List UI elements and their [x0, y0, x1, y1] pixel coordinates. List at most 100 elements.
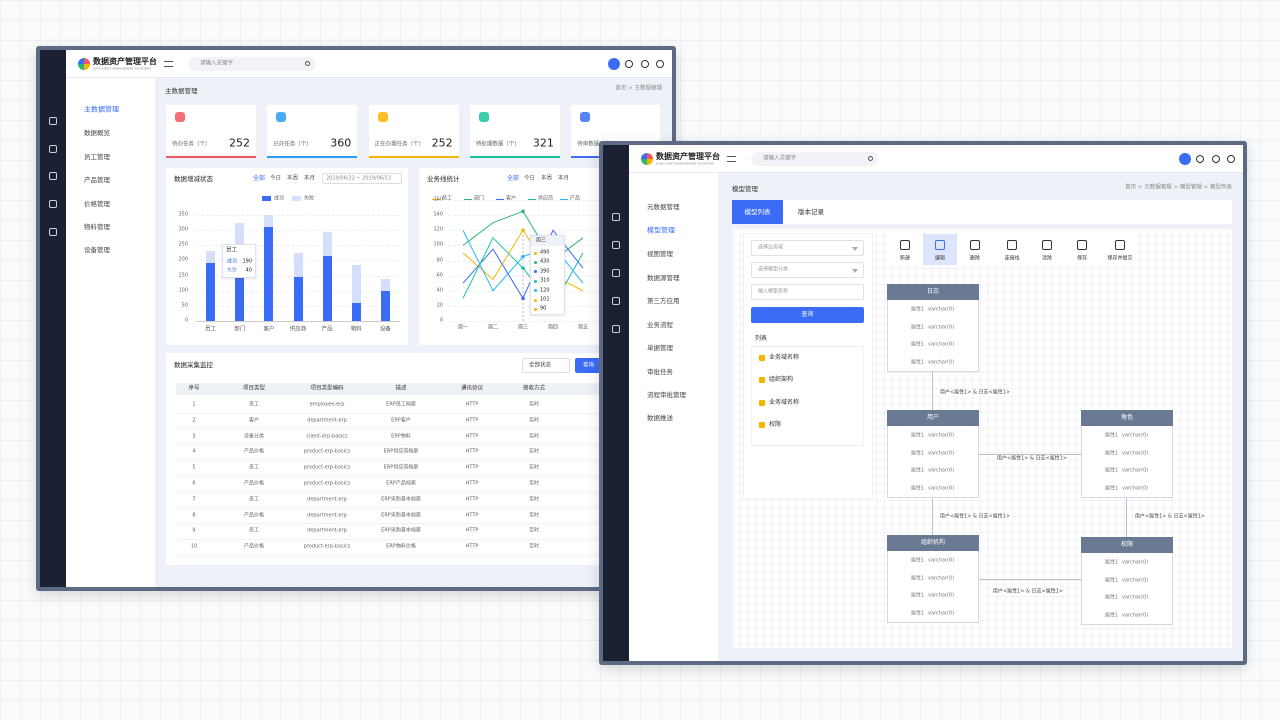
tool-label[interactable]: 删除 [969, 255, 981, 262]
header-icon[interactable] [1212, 155, 1220, 163]
search-icon [305, 61, 310, 66]
hover-dot [521, 254, 525, 259]
x-tick-label: 周四 [547, 324, 559, 331]
date-range[interactable]: 2019/06/22 ~ 2019/06/23 [326, 175, 392, 181]
header-icon[interactable] [1196, 155, 1204, 163]
filter-input[interactable] [751, 262, 864, 278]
chart-tab[interactable]: 本周 [541, 175, 553, 182]
select-arrow [852, 268, 858, 273]
menu-item[interactable]: 数据源管理 [647, 273, 680, 282]
table-cell: ERP采购基本档案 [381, 512, 421, 519]
search-box[interactable] [188, 57, 316, 71]
tool-icon[interactable] [1115, 240, 1125, 250]
filter-placeholder[interactable]: 输入模型名称 [758, 288, 789, 295]
chart-tab[interactable]: 全部 [253, 175, 266, 182]
list-item[interactable]: 权限 [769, 421, 782, 429]
bar [206, 263, 216, 321]
menu-item[interactable]: 主数据管理 [84, 105, 119, 114]
tab[interactable]: 模型列表 [744, 207, 771, 216]
menu-item[interactable]: 物料管理 [84, 222, 110, 231]
header-icon[interactable] [641, 60, 649, 68]
list-item[interactable]: 业务域名称 [769, 354, 800, 361]
entity-name: 权限 [1120, 541, 1134, 548]
chart-tab[interactable]: 今日 [524, 175, 536, 182]
bar [235, 263, 245, 321]
menu-item[interactable]: 设备管理 [84, 245, 110, 254]
list-item[interactable]: 业务域名称 [769, 398, 800, 406]
x-tick-label: 周五 [577, 324, 589, 331]
filter-input[interactable] [751, 240, 864, 256]
relation-label: 用户<属性1> & 日志<属性1> [938, 513, 1012, 521]
menu-item[interactable]: 元数据管理 [647, 202, 680, 211]
y-tick-label: 0 [439, 317, 443, 324]
menu-item[interactable]: 第三方应用 [647, 296, 680, 305]
tooltip-value: 90 [540, 305, 547, 312]
table-cell: ERP产品档案 [386, 480, 416, 487]
header-icon[interactable] [608, 58, 620, 70]
relation-label: 用户<属性1> & 日志<属性1> [995, 455, 1069, 463]
button-label[interactable]: 查询 [801, 311, 814, 318]
date-box[interactable] [322, 173, 402, 184]
menu-item[interactable]: 数据推送 [647, 413, 673, 422]
hover-dot [521, 209, 525, 214]
tool-label[interactable]: 编辑 [934, 255, 946, 262]
tool-icon[interactable] [1007, 240, 1017, 250]
tool-label[interactable]: 保存并提交 [1107, 255, 1133, 262]
menu-item[interactable]: 产品管理 [84, 175, 110, 184]
query-button[interactable] [751, 307, 864, 323]
table-cell: department-erp [307, 417, 347, 424]
field-name: 属性1 [911, 432, 925, 439]
tool-label[interactable]: 新建 [899, 255, 911, 262]
stat-value: 321 [532, 136, 554, 150]
header-icon[interactable] [1179, 153, 1191, 165]
menu-item[interactable]: 业务流程 [647, 320, 673, 329]
header-icon[interactable] [656, 60, 664, 68]
filter-placeholder[interactable]: 选择业务域 [758, 244, 784, 251]
tool-icon[interactable] [1077, 240, 1087, 250]
relation-line [932, 498, 933, 535]
chart-tab[interactable]: 今日 [270, 175, 282, 182]
chart-tab[interactable]: 全部 [507, 175, 520, 182]
menu-item[interactable]: 数据概览 [84, 128, 110, 137]
button-label[interactable]: 查询 [583, 361, 595, 368]
search-placeholder[interactable]: 请输入关键字 [763, 155, 797, 162]
field-type: varchar(0) [1122, 450, 1149, 457]
bar [322, 231, 332, 256]
header-icon[interactable] [625, 60, 633, 68]
list-item[interactable]: 组织架构 [769, 376, 794, 384]
tool-label[interactable]: 保存 [1076, 255, 1088, 262]
tool-icon[interactable] [935, 240, 945, 250]
tooltip [530, 235, 565, 315]
x-tick-label: 设备 [379, 326, 391, 333]
menu-item[interactable]: 流程审批管理 [647, 390, 686, 399]
tool-icon[interactable] [1042, 240, 1052, 250]
header-icon[interactable] [1227, 155, 1235, 163]
chart-tab[interactable]: 本月 [304, 175, 316, 182]
chart-tab[interactable]: 本月 [558, 175, 570, 182]
search-placeholder[interactable]: 请输入关键字 [200, 60, 234, 67]
filter-input[interactable] [751, 284, 864, 300]
menu-item[interactable]: 审批任务 [647, 367, 673, 376]
tool-icon[interactable] [970, 240, 980, 250]
menu-item[interactable]: 员工管理 [84, 152, 110, 161]
filter-select[interactable] [522, 358, 570, 373]
table-cell: 3 [192, 433, 196, 440]
filter-label[interactable]: 全部状态 [529, 361, 552, 368]
tool-icon[interactable] [900, 240, 910, 250]
menu-item[interactable]: 模型管理 [647, 226, 675, 235]
entity-header [887, 535, 979, 551]
tool-label[interactable]: 清除 [1041, 255, 1053, 262]
search-box[interactable] [751, 152, 879, 166]
tool-label[interactable]: 连接线 [1004, 255, 1020, 262]
chart-tab[interactable]: 本周 [287, 175, 299, 182]
field-type: varchar(0) [1122, 467, 1149, 474]
query-button[interactable] [575, 358, 605, 373]
y-tick-label: 200 [178, 256, 188, 263]
menu-item[interactable]: 价格管理 [84, 199, 110, 208]
tab[interactable]: 版本记录 [798, 207, 824, 216]
menu-item[interactable]: 视图管理 [647, 249, 673, 258]
side-nav [40, 50, 66, 587]
tab-active[interactable] [732, 200, 783, 224]
menu-item[interactable]: 单据管理 [647, 343, 673, 352]
filter-placeholder[interactable]: 选择模型分类 [758, 266, 789, 273]
